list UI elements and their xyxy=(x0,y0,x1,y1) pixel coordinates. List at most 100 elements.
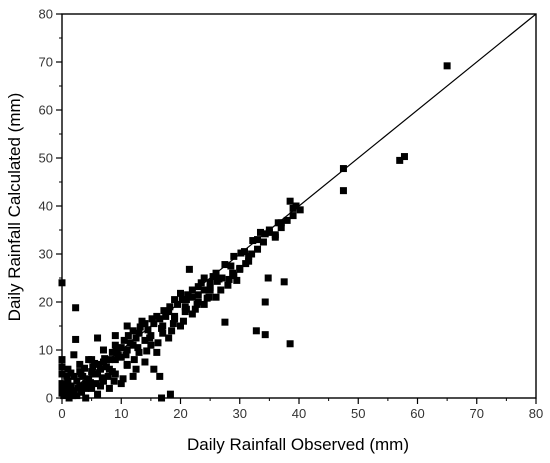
x-tick-label: 70 xyxy=(470,406,484,421)
data-point xyxy=(443,62,451,70)
data-point xyxy=(160,307,168,315)
data-point xyxy=(73,377,81,385)
data-point xyxy=(165,334,173,342)
data-point xyxy=(188,293,196,301)
data-point xyxy=(62,381,70,389)
data-point xyxy=(227,262,235,270)
data-point xyxy=(141,336,149,344)
data-point xyxy=(156,372,164,380)
data-point xyxy=(123,346,131,354)
data-point xyxy=(400,153,408,161)
data-point xyxy=(111,341,119,349)
data-point xyxy=(153,312,161,320)
data-point xyxy=(200,300,208,308)
data-point xyxy=(81,364,89,372)
y-axis-title: Daily Rainfall Calculated (mm) xyxy=(5,93,24,322)
y-tick-label: 60 xyxy=(39,103,53,118)
data-point xyxy=(194,291,202,299)
data-point xyxy=(77,370,85,378)
data-point xyxy=(117,344,125,352)
data-point xyxy=(120,336,128,344)
data-point xyxy=(69,392,77,400)
data-point xyxy=(166,303,174,311)
data-point xyxy=(64,365,72,373)
data-point xyxy=(256,228,264,236)
data-point xyxy=(94,334,102,342)
y-tick-label: 10 xyxy=(39,343,53,358)
data-point xyxy=(74,384,82,392)
x-tick-label: 50 xyxy=(351,406,365,421)
data-point xyxy=(117,353,125,361)
data-point xyxy=(188,286,196,294)
data-point xyxy=(248,250,256,258)
data-point xyxy=(154,339,162,347)
data-point xyxy=(339,187,347,195)
data-point xyxy=(129,372,137,380)
data-point xyxy=(218,274,226,282)
data-point xyxy=(181,303,189,311)
data-point xyxy=(396,156,404,164)
data-point xyxy=(123,322,131,330)
data-point xyxy=(286,340,294,348)
data-point xyxy=(200,274,208,282)
data-point xyxy=(233,276,241,284)
data-point xyxy=(147,341,155,349)
data-point xyxy=(184,291,192,299)
data-point xyxy=(88,368,96,376)
x-tick-label: 20 xyxy=(173,406,187,421)
data-point xyxy=(212,293,220,301)
x-axis-title: Daily Rainfall Observed (mm) xyxy=(187,435,409,454)
data-point xyxy=(97,365,105,373)
data-point xyxy=(259,238,267,246)
data-point xyxy=(339,165,347,173)
data-point xyxy=(171,312,179,320)
data-point xyxy=(111,332,119,340)
data-point xyxy=(132,365,140,373)
data-point xyxy=(97,382,105,390)
data-point xyxy=(289,212,297,220)
data-point xyxy=(130,356,138,364)
data-point xyxy=(113,346,121,354)
data-point xyxy=(261,298,269,306)
data-point xyxy=(229,269,237,277)
data-point xyxy=(217,286,225,294)
data-point xyxy=(150,320,158,328)
y-tick-label: 30 xyxy=(39,247,53,262)
data-point xyxy=(264,274,272,282)
data-point xyxy=(143,347,151,355)
y-tick-label: 70 xyxy=(39,55,53,70)
data-point xyxy=(165,308,173,316)
data-point xyxy=(98,374,106,382)
data-point xyxy=(67,369,75,377)
y-tick-label: 40 xyxy=(39,199,53,214)
data-point xyxy=(168,327,176,335)
data-point xyxy=(171,296,179,304)
data-point xyxy=(158,324,166,332)
data-point xyxy=(122,351,130,359)
data-point xyxy=(119,375,127,383)
data-point xyxy=(166,390,174,398)
data-point xyxy=(225,275,233,283)
data-point xyxy=(135,329,143,337)
data-point xyxy=(169,320,177,328)
x-tick-label: 80 xyxy=(529,406,543,421)
data-point xyxy=(63,372,71,380)
data-point xyxy=(105,384,113,392)
data-point xyxy=(70,387,78,395)
data-point xyxy=(150,365,158,373)
data-point xyxy=(194,283,202,291)
data-point xyxy=(179,317,187,325)
data-point xyxy=(286,197,294,205)
data-point xyxy=(292,202,300,210)
data-point xyxy=(237,249,245,257)
plot-frame xyxy=(61,13,537,399)
data-point xyxy=(236,264,244,272)
data-point xyxy=(153,348,161,356)
data-point xyxy=(242,260,250,268)
data-point xyxy=(82,380,90,388)
data-point xyxy=(141,320,149,328)
data-point xyxy=(132,334,140,342)
data-point xyxy=(188,310,196,318)
data-point xyxy=(277,224,285,232)
